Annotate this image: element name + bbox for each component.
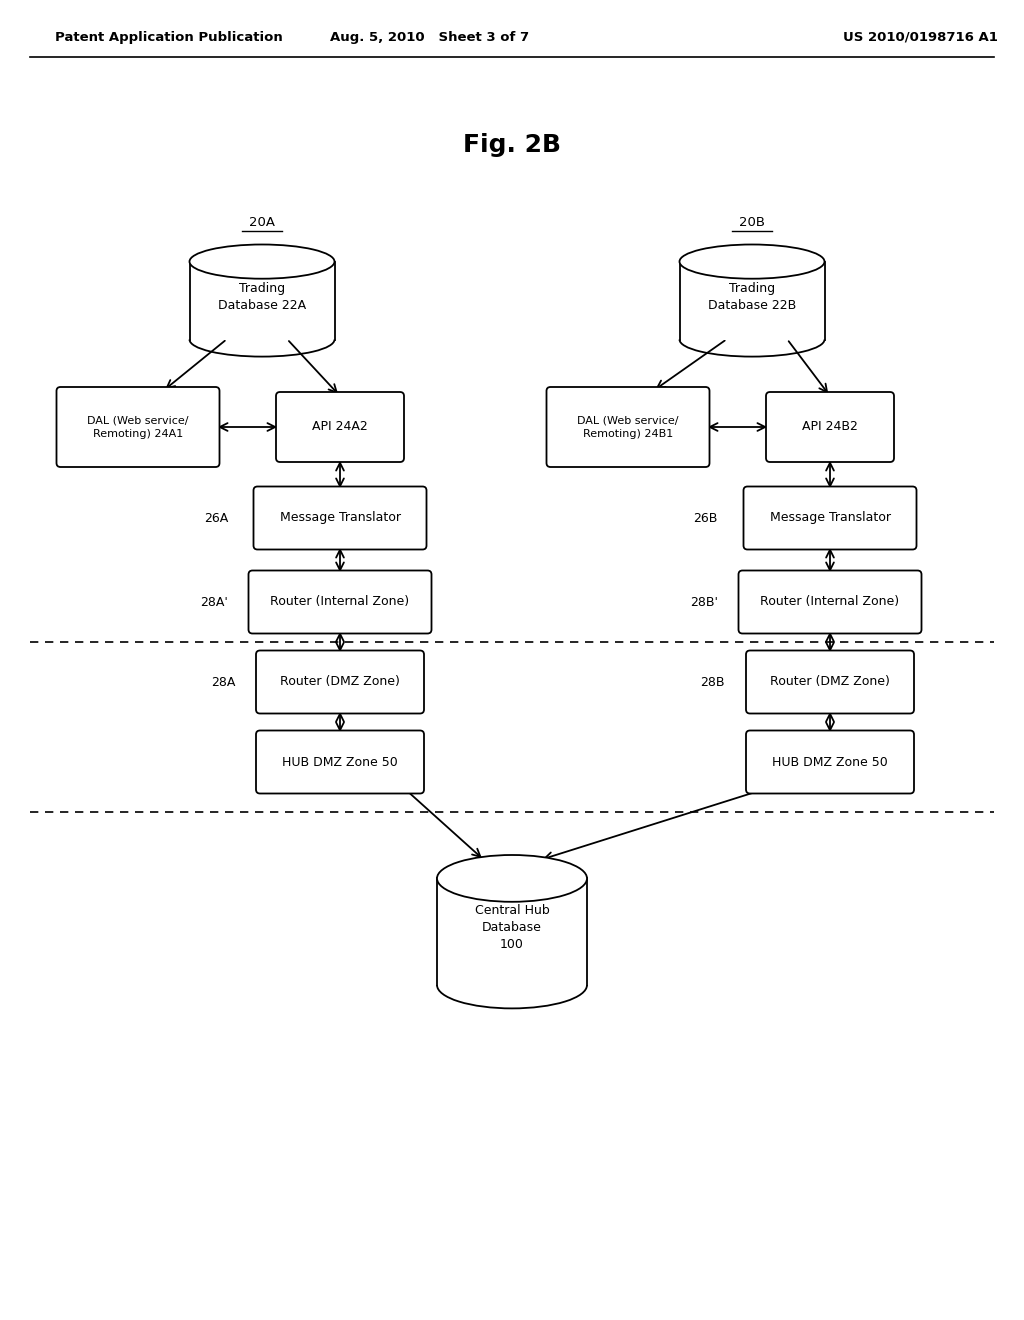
Ellipse shape (189, 244, 335, 279)
Text: 28A: 28A (211, 676, 234, 689)
FancyBboxPatch shape (547, 387, 710, 467)
Text: Message Translator: Message Translator (769, 511, 891, 524)
Text: Central Hub
Database
100: Central Hub Database 100 (475, 903, 549, 950)
Text: HUB DMZ Zone 50: HUB DMZ Zone 50 (283, 755, 398, 768)
Text: DAL (Web service/
Remoting) 24A1: DAL (Web service/ Remoting) 24A1 (87, 416, 188, 438)
Ellipse shape (680, 244, 824, 279)
Text: Router (DMZ Zone): Router (DMZ Zone) (770, 676, 890, 689)
Text: Message Translator: Message Translator (280, 511, 400, 524)
Text: Aug. 5, 2010   Sheet 3 of 7: Aug. 5, 2010 Sheet 3 of 7 (331, 30, 529, 44)
Text: 26A: 26A (204, 511, 228, 524)
Text: Patent Application Publication: Patent Application Publication (55, 30, 283, 44)
FancyBboxPatch shape (746, 730, 914, 793)
FancyBboxPatch shape (56, 387, 219, 467)
Text: 28B: 28B (700, 676, 725, 689)
FancyBboxPatch shape (766, 392, 894, 462)
Bar (437, 878, 587, 985)
Bar (680, 261, 824, 339)
FancyBboxPatch shape (256, 730, 424, 793)
Bar (189, 261, 335, 339)
FancyBboxPatch shape (738, 570, 922, 634)
Text: DAL (Web service/
Remoting) 24B1: DAL (Web service/ Remoting) 24B1 (578, 416, 679, 438)
Text: Fig. 2B: Fig. 2B (463, 133, 561, 157)
FancyBboxPatch shape (249, 570, 431, 634)
Text: API 24B2: API 24B2 (802, 421, 858, 433)
Text: 20A: 20A (249, 215, 275, 228)
Text: Trading
Database 22A: Trading Database 22A (218, 282, 306, 312)
Text: Router (Internal Zone): Router (Internal Zone) (270, 595, 410, 609)
Text: Router (Internal Zone): Router (Internal Zone) (761, 595, 899, 609)
Text: 28A': 28A' (200, 595, 228, 609)
Text: 26B: 26B (693, 511, 718, 524)
Text: Trading
Database 22B: Trading Database 22B (708, 282, 796, 312)
Text: API 24A2: API 24A2 (312, 421, 368, 433)
FancyBboxPatch shape (276, 392, 404, 462)
Text: 20B: 20B (739, 215, 765, 228)
Text: US 2010/0198716 A1: US 2010/0198716 A1 (843, 30, 997, 44)
FancyBboxPatch shape (254, 487, 427, 549)
Ellipse shape (437, 855, 587, 902)
FancyBboxPatch shape (746, 651, 914, 714)
Text: HUB DMZ Zone 50: HUB DMZ Zone 50 (772, 755, 888, 768)
FancyBboxPatch shape (256, 651, 424, 714)
Text: Router (DMZ Zone): Router (DMZ Zone) (280, 676, 400, 689)
FancyBboxPatch shape (743, 487, 916, 549)
Text: 28B': 28B' (690, 595, 718, 609)
